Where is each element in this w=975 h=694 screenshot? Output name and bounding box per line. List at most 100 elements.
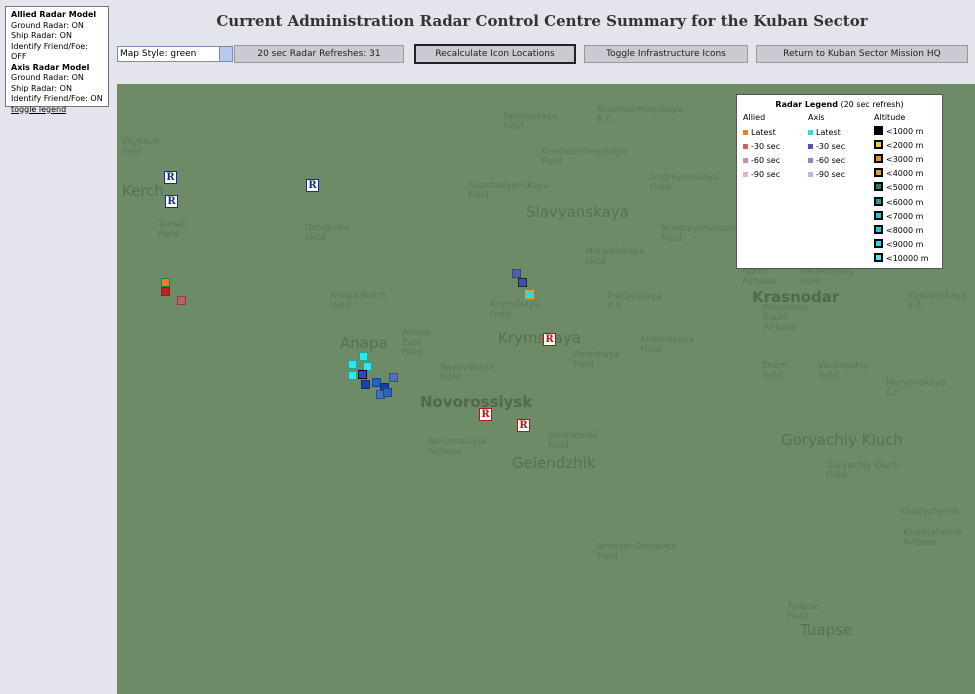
altitude-swatch [874,168,883,178]
map-label-line: South [763,313,790,323]
map-label-line: Novorossiysk [428,437,488,447]
map-label-line: Kholmskaya [640,335,695,345]
axis-legend-item: -30 sec [808,142,845,151]
legend-label: Latest [751,128,776,137]
map-style-select[interactable]: Map Style: green [117,46,233,62]
map-label-line: Field [305,233,326,243]
map-label-line: Field [490,310,511,320]
map-label: Krasnoarmeyskaya Field [541,147,627,167]
map-label: Arkhipo-Osipovka Field [597,542,677,562]
radar-map: Vitykovo Field Kerch Taman Field Dzhiginka Fie… [117,84,975,694]
radar-contact [518,278,527,287]
map-label-line: Field [158,230,179,240]
radar-contact [358,370,367,379]
map-label: Anapa [340,335,388,351]
legend-swatch [743,158,748,163]
allied-item: Ground Radar: ON [11,20,84,30]
radar-station: R [306,179,319,192]
map-label: Maryanskaya E.F. [886,378,946,398]
map-label: Dzhiginka Field [305,223,349,243]
map-label: Goryachiy Kluch [781,432,903,448]
map-label: Gelendzhik Field [548,431,598,451]
altitude-label: <9000 m [886,239,924,249]
legend-swatch [743,144,748,149]
map-label: Anastasiyevskaya Field [468,181,549,201]
radar-station: R [165,195,178,208]
return-hq-button[interactable]: Return to Kuban Sector Mission HQ [756,45,968,63]
map-label-line: Vitykovo [121,137,160,147]
altitude-swatch [874,126,883,135]
map-label-line: Goryachiy Kluch [781,431,903,449]
legend-title: Radar Legend [775,100,838,109]
map-label-line: Anapa [402,328,431,338]
map-label-line: Anastasiyevskaya [468,181,549,191]
map-label: Krymskaya [498,330,581,346]
map-label-line: E.F. [908,301,924,311]
map-label-line: Field [597,552,618,562]
radar-contact [525,290,534,299]
altitude-legend-item: <5000 m [874,182,923,192]
map-label: Gelendzhik [512,455,596,471]
map-label: Poltavskaya E.F. [608,292,662,312]
map-label: Goryachiy Kluch Field [826,461,899,481]
toggle-legend[interactable]: toggle legend [11,104,67,114]
map-label-line: E.F. [597,115,613,125]
allied-legend-item: -30 sec [743,142,780,151]
map-label-line: North [742,267,768,277]
map-label-line: Poltavskaya [608,292,662,302]
map-label-line: Airbase [903,538,937,548]
allied-title: Allied Radar Model [11,10,97,19]
map-label-line: Khadyzhensk [903,528,963,538]
map-label-line: Gelendzhik [548,431,599,441]
legend-label: -60 sec [816,156,846,165]
axis-item: Identify Friend/Foe: ON [11,94,103,103]
map-label-line: Ryazanskaya [908,291,967,301]
altitude-legend-item: <7000 m [874,210,924,221]
map-label: Andreyevskaya Field [650,173,719,193]
legend-swatch [808,158,813,163]
axis-legend-item: Latest [808,128,841,137]
legend-swatch [743,172,748,177]
radar-contact [359,352,368,361]
altitude-swatch [874,182,883,192]
legend-swatch [808,144,813,149]
map-label-line: Vochepshiy [818,361,870,371]
map-label: Tuapse [800,622,852,638]
map-label: Mingrelskaya Field [585,247,644,267]
radar-contact [348,360,357,369]
map-label-line: Field [661,234,682,244]
altitude-swatch [874,210,883,220]
radar-contact [161,278,170,287]
altitude-label: <4000 m [886,169,924,179]
toggle-infrastructure-button[interactable]: Toggle Infrastructure Icons [584,45,748,63]
map-label: Novorossiysk Airbase [428,437,487,457]
map-label-line: Krasnodar [752,288,840,306]
map-label-line: Field [402,348,423,358]
allied-legend-item: -60 sec [743,156,780,165]
radar-contact [372,378,381,387]
recalculate-button[interactable]: Recalculate Icon Locations [414,44,576,64]
altitude-label: <7000 m [886,211,924,221]
legend-label: Latest [816,128,841,137]
map-label-line: Krymskaya [490,300,540,310]
map-label: Tuapse Field [787,602,818,622]
legend-label: -90 sec [751,170,781,179]
axis-title: Axis Radar Model [11,62,90,72]
map-label-line: Field [330,301,351,311]
map-label-line: Goryachiy Kluch [826,461,900,471]
map-label: Krasnodar [752,289,839,305]
altitude-label: <3000 m [886,155,924,165]
altitude-label: <6000 m [886,197,924,207]
map-label-line: Petrovskaya [503,112,558,122]
refresh-button[interactable]: 20 sec Radar Refreshes: 31 [234,45,404,63]
axis-item: Ground Radar: ON [11,73,84,82]
map-label-line: Enem [762,361,788,371]
altitude-swatch [874,252,883,262]
altitude-legend-item: <8000 m [874,224,923,235]
map-label-line: Novorossiysk [420,393,533,411]
map-label: Pashkovskiy Field [800,267,854,287]
map-label-line: East [402,338,422,348]
map-label-line: E.F. [608,302,624,312]
map-label: Vochepshiy Field [818,361,869,381]
